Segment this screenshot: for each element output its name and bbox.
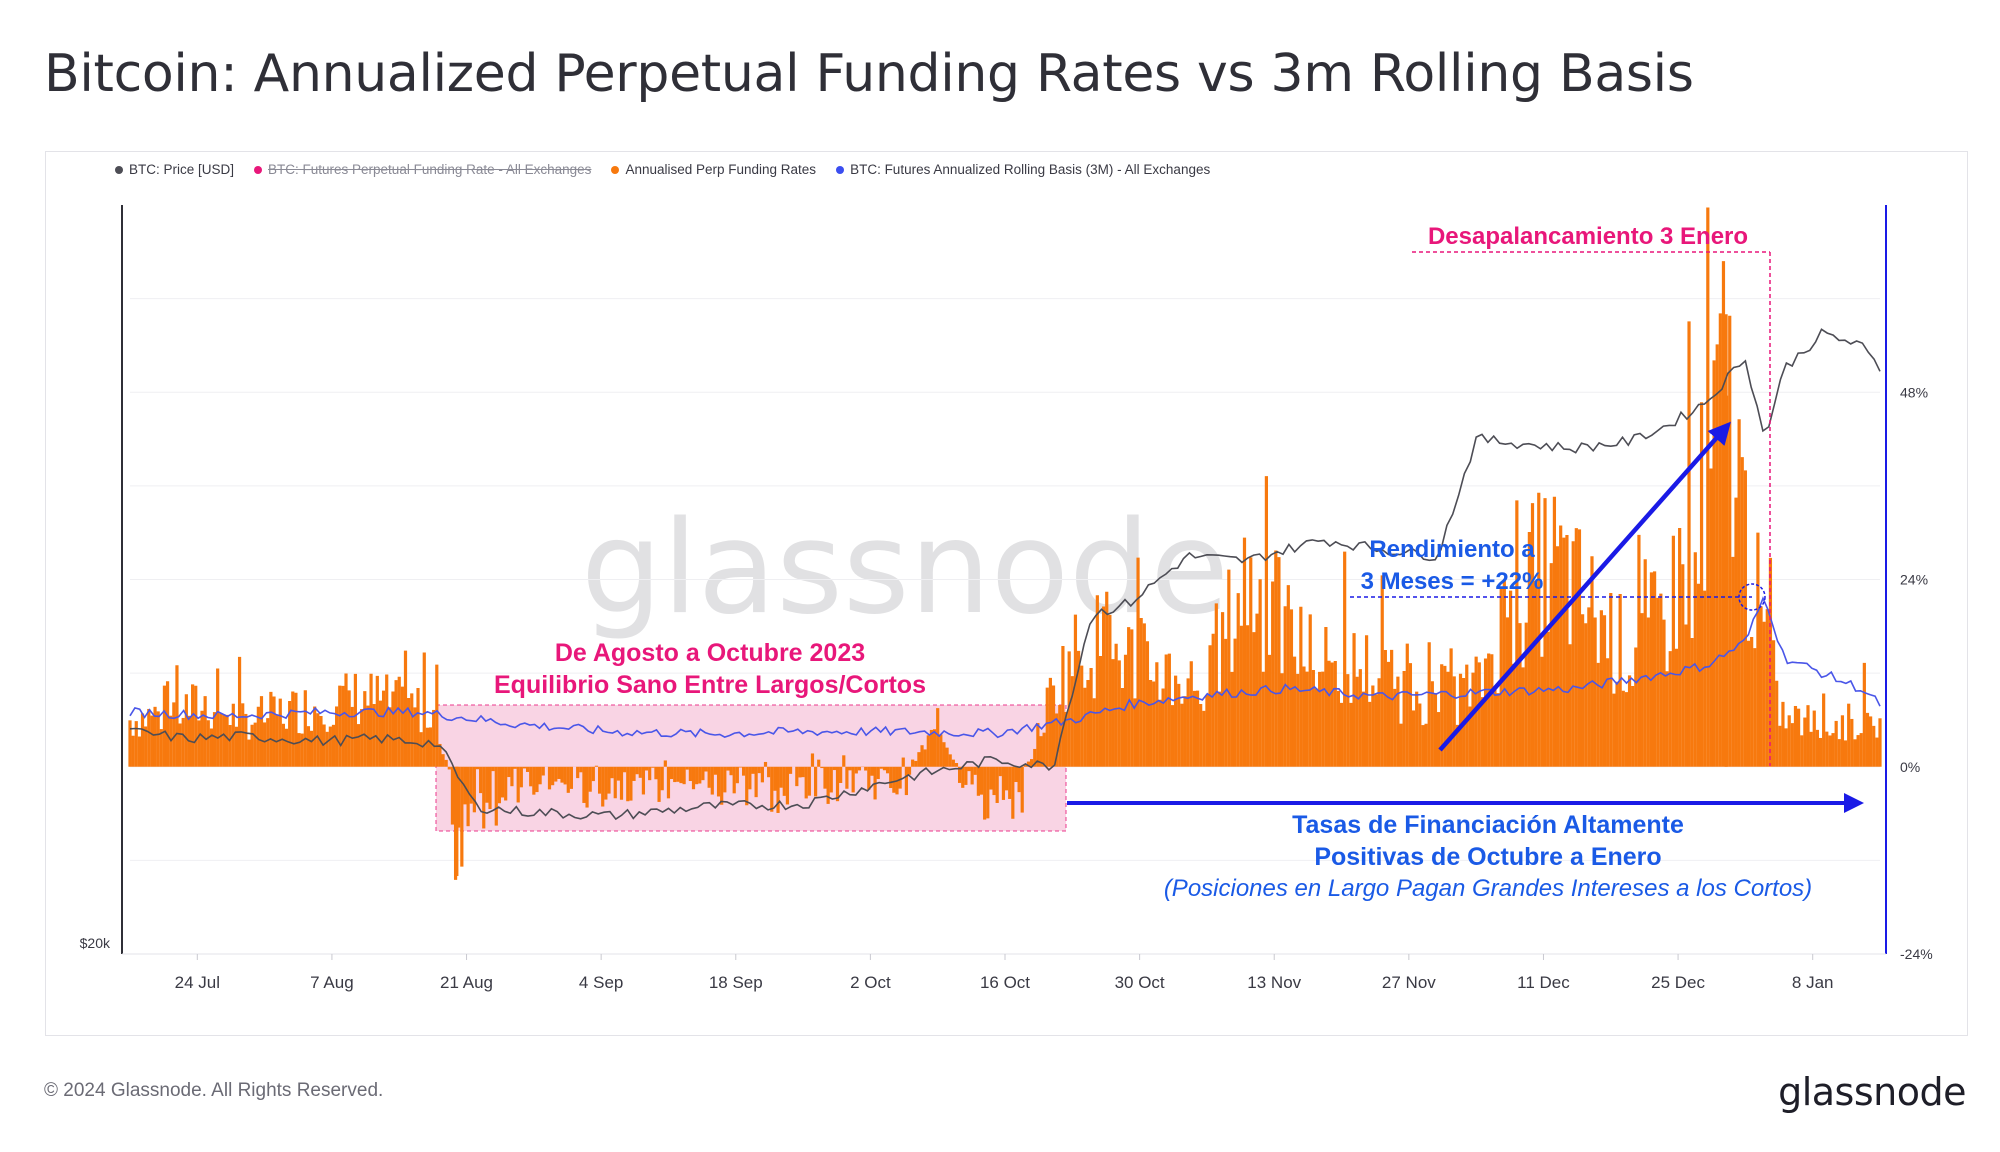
yield-label-line2: 3 Meses = +22% bbox=[1361, 568, 1544, 595]
x-tick-label: 25 Dec bbox=[1651, 973, 1705, 992]
y-right-tick-label: 0% bbox=[1900, 759, 1920, 775]
legend-label: Annualised Perp Funding Rates bbox=[625, 162, 817, 177]
funding-label-line2: Positivas de Octubre a Enero bbox=[1314, 843, 1661, 871]
rolling-basis-line bbox=[129, 596, 1881, 739]
legend-dot-icon bbox=[254, 165, 263, 174]
y-right-tick-label: 24% bbox=[1900, 572, 1928, 588]
x-axis-ticks: 24 Jul 7 Aug 21 Aug 4 Sep 18 Sep 2 Oct 16 Oct 3… bbox=[175, 954, 1834, 992]
x-tick-label: 21 Aug bbox=[440, 973, 493, 992]
x-tick-label: 18 Sep bbox=[709, 973, 763, 992]
funding-rate-bars bbox=[128, 207, 1882, 880]
x-tick-label: 24 Jul bbox=[175, 973, 220, 992]
legend-label: BTC: Price [USD] bbox=[129, 162, 235, 177]
glassnode-logo[interactable]: glassnode bbox=[1778, 1070, 1966, 1114]
legend-label: BTC: Futures Perpetual Funding Rate - Al… bbox=[268, 162, 592, 177]
x-tick-label: 4 Sep bbox=[579, 973, 623, 992]
chart-legend: BTC: Price [USD] BTC: Futures Perpetual … bbox=[115, 162, 1210, 177]
legend-item-rolling-basis[interactable]: BTC: Futures Annualized Rolling Basis (3… bbox=[836, 162, 1210, 177]
y-right-tick-label: 48% bbox=[1900, 384, 1928, 400]
legend-dot-icon bbox=[836, 165, 845, 174]
footer-copyright: © 2024 Glassnode. All Rights Reserved. bbox=[44, 1080, 384, 1101]
y-left-tick-label: $20k bbox=[80, 935, 111, 951]
x-tick-label: 16 Oct bbox=[980, 973, 1030, 992]
yield-label-line1: Rendimiento a bbox=[1369, 536, 1535, 563]
legend-item-annualised-funding[interactable]: Annualised Perp Funding Rates bbox=[611, 162, 816, 177]
range-label-line1: De Agosto a Octubre 2023 bbox=[555, 639, 865, 667]
yield-marker-circle bbox=[1738, 583, 1766, 611]
deleverage-label: Desapalancamiento 3 Enero bbox=[1428, 223, 1748, 250]
x-tick-label: 13 Nov bbox=[1247, 973, 1301, 992]
range-label-line2: Equilibrio Sano Entre Largos/Cortos bbox=[494, 671, 926, 699]
btc-price-line bbox=[129, 328, 1881, 821]
x-tick-label: 2 Oct bbox=[850, 973, 891, 992]
trend-arrow bbox=[1438, 421, 1731, 752]
x-tick-label: 30 Oct bbox=[1115, 973, 1165, 992]
legend-label: BTC: Futures Annualized Rolling Basis (3… bbox=[850, 162, 1211, 177]
funding-label-line3: (Posiciones en Largo Pagan Grandes Inter… bbox=[1164, 875, 1812, 902]
x-tick-label: 7 Aug bbox=[310, 973, 354, 992]
x-tick-label: 8 Jan bbox=[1792, 973, 1834, 992]
x-tick-label: 27 Nov bbox=[1382, 973, 1436, 992]
watermark-logo: glassnode bbox=[581, 494, 1229, 643]
legend-item-price[interactable]: BTC: Price [USD] bbox=[115, 162, 234, 177]
x-tick-label: 11 Dec bbox=[1517, 973, 1570, 992]
y-axis-ticks: 48% 24% 0% -24% bbox=[1900, 384, 1933, 962]
page-title: Bitcoin: Annualized Perpetual Funding Ra… bbox=[44, 44, 1694, 104]
legend-item-funding-rate[interactable]: BTC: Futures Perpetual Funding Rate - Al… bbox=[254, 162, 591, 177]
funding-label-line1: Tasas de Financiación Altamente bbox=[1292, 811, 1684, 839]
legend-dot-icon bbox=[115, 165, 123, 174]
y-right-tick-label: -24% bbox=[1900, 946, 1933, 962]
legend-dot-icon bbox=[611, 165, 620, 174]
chart-frame bbox=[45, 151, 1968, 1036]
